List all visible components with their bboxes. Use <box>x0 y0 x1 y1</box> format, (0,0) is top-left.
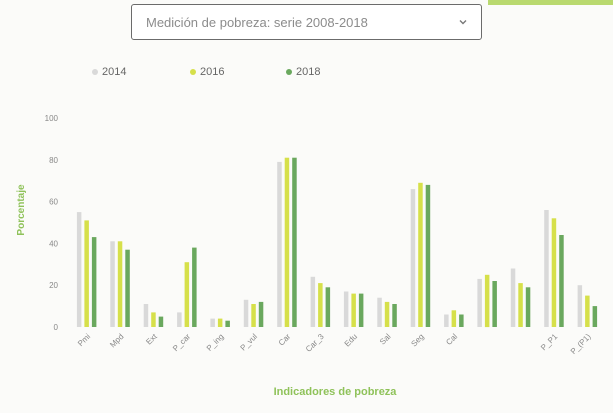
x-tick-label-Edu: Edu <box>343 332 359 348</box>
legend-swatch-2016 <box>190 69 196 75</box>
x-tick-label-P_vul: P_vul <box>238 332 259 353</box>
bar-Ali-2016[interactable] <box>518 283 523 327</box>
x-tick-label-Car_3: Car_3 <box>304 332 326 354</box>
bar-Mpd-2014[interactable] <box>110 241 115 327</box>
legend-swatch-2014 <box>92 69 98 75</box>
bar-Ext-2018[interactable] <box>158 316 164 327</box>
bar-P_vul-2018[interactable] <box>258 301 264 327</box>
y-axis-label: Porcentaje <box>16 184 27 236</box>
bar-Seg-2014[interactable] <box>410 189 416 327</box>
bar-Cal-2016[interactable] <box>451 310 457 327</box>
bar-Pmi-2014[interactable] <box>76 212 82 327</box>
x-tick-label-Sal: Sal <box>378 332 393 347</box>
x-tick-label-Cal: Cal <box>444 332 459 347</box>
bar-P_vul-2014[interactable] <box>243 299 249 327</box>
bar-Car_3-2014[interactable] <box>310 276 316 327</box>
bar-Ext-2014[interactable] <box>143 304 149 327</box>
bar-Ali-2018[interactable] <box>525 287 531 327</box>
bar-P_vul-2016[interactable] <box>251 304 256 327</box>
y-tick-label: 20 <box>49 281 58 290</box>
bar-P_car-2018[interactable] <box>192 247 197 327</box>
bar-P_(P1)-2014[interactable] <box>577 285 583 327</box>
chart-legend: 2014 2016 2018 <box>0 66 613 84</box>
bar-Car-2018[interactable] <box>292 157 297 327</box>
bar-Edu-2018[interactable] <box>358 293 364 327</box>
bar-P_P1-2016[interactable] <box>551 218 557 327</box>
x-axis-label: Indicadores de pobreza <box>274 386 398 398</box>
x-tick-label-P_P1: P_P1 <box>539 332 560 353</box>
chevron-down-icon[interactable] <box>457 16 469 28</box>
bar-Pmi-2016[interactable] <box>84 220 89 327</box>
bar-P_(P1)-2016[interactable] <box>585 295 590 327</box>
bar-Seg-2016[interactable] <box>418 182 423 327</box>
legend-item-2018[interactable]: 2018 <box>286 66 320 78</box>
legend-label-2014: 2014 <box>102 66 127 78</box>
legend-label-2018: 2018 <box>296 66 321 78</box>
bar-Edu-2014[interactable] <box>343 291 349 328</box>
legend-item-2014[interactable]: 2014 <box>92 66 126 78</box>
bar-Sal-2018[interactable] <box>392 304 397 327</box>
bar-P_car-2014[interactable] <box>177 312 182 327</box>
bar-Sal-2014[interactable] <box>377 297 382 327</box>
top-accent-bar <box>488 0 613 5</box>
bar-P_ing-2016[interactable] <box>217 318 223 327</box>
bar-Ser-2016[interactable] <box>484 274 490 328</box>
bar-Mpd-2016[interactable] <box>117 241 123 327</box>
bar-P_car-2016[interactable] <box>184 262 190 327</box>
bar-Sal-2016[interactable] <box>384 301 390 327</box>
legend-item-2016[interactable]: 2016 <box>190 66 224 78</box>
bar-Car-2016[interactable] <box>284 157 290 327</box>
y-tick-label: 80 <box>49 156 58 165</box>
x-axis-ticks: Pmi Mpd Ext P_car P_ing P_vul Car Car_3 Edu Sal Se… <box>76 332 593 357</box>
bar-Ser-2018[interactable] <box>492 281 497 327</box>
x-tick-label-Ext: Ext <box>144 332 159 347</box>
bar-Ali-2014[interactable] <box>510 268 516 328</box>
x-tick-label-Pmi: Pmi <box>76 332 92 348</box>
x-tick-label-P_(P1): P_(P1) <box>569 332 593 356</box>
bar-Car_3-2018[interactable] <box>325 287 331 327</box>
bar-Ext-2016[interactable] <box>151 312 156 327</box>
series-select[interactable]: Medición de pobreza: serie 2008-2018 <box>131 4 482 40</box>
y-tick-label: 40 <box>49 239 58 248</box>
y-tick-label: 60 <box>49 198 58 207</box>
x-tick-label-Car: Car <box>277 332 293 348</box>
legend-swatch-2018 <box>286 69 292 75</box>
bar-P_P1-2018[interactable] <box>559 235 564 327</box>
y-axis-ticks: 0 20 40 60 80 100 <box>45 114 59 332</box>
series-select-value: Medición de pobreza: serie 2008-2018 <box>146 14 368 30</box>
x-tick-label-P_car: P_car <box>171 332 192 353</box>
bar-Ser-2014[interactable] <box>477 278 482 327</box>
bar-P_ing-2018[interactable] <box>225 320 230 327</box>
bar-Mpd-2018[interactable] <box>125 249 130 327</box>
bar-Edu-2016[interactable] <box>351 293 356 327</box>
chart-bars <box>76 157 598 328</box>
bar-P_ing-2014[interactable] <box>210 318 215 327</box>
y-tick-label: 0 <box>54 323 59 332</box>
x-tick-label-P_ing: P_ing <box>205 332 226 353</box>
x-tick-label-Mpd: Mpd <box>108 332 125 349</box>
x-tick-label-Seg: Seg <box>409 332 425 348</box>
bar-Cal-2014[interactable] <box>444 314 449 328</box>
y-tick-label: 100 <box>45 114 59 123</box>
bar-P_(P1)-2018[interactable] <box>592 306 598 327</box>
bar-Cal-2018[interactable] <box>459 314 464 328</box>
bar-P_P1-2014[interactable] <box>544 210 549 327</box>
bar-Car_3-2016[interactable] <box>318 283 323 327</box>
legend-label-2016: 2016 <box>200 66 225 78</box>
bar-Car-2014[interactable] <box>277 161 282 327</box>
bar-Seg-2018[interactable] <box>425 184 431 327</box>
bar-Pmi-2018[interactable] <box>91 237 97 327</box>
